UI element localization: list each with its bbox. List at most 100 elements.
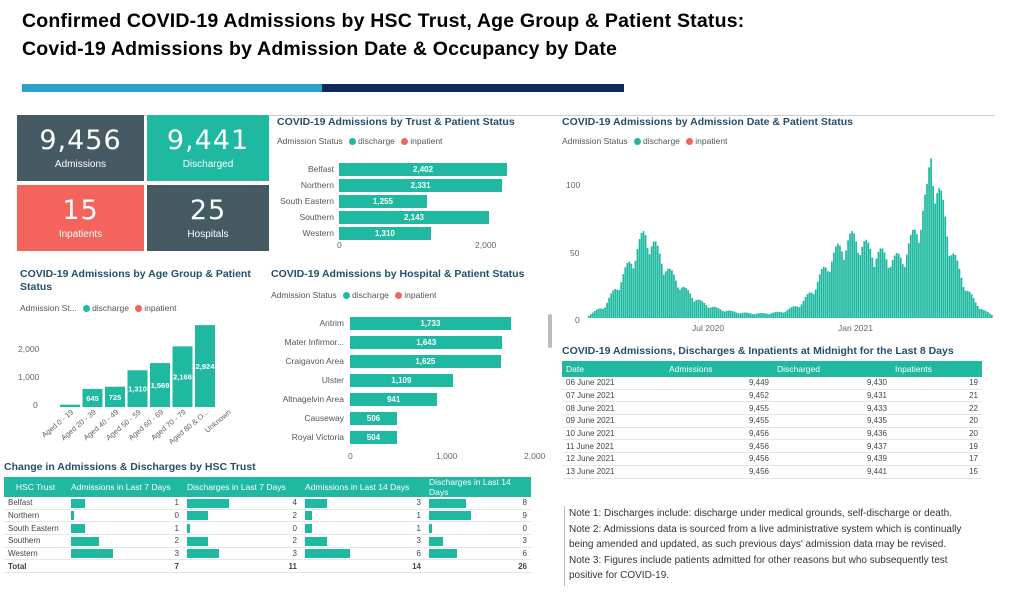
bar[interactable] <box>658 253 661 318</box>
bar[interactable] <box>976 305 979 318</box>
bar[interactable] <box>812 294 815 318</box>
bar[interactable] <box>687 290 689 318</box>
bar[interactable] <box>873 266 876 318</box>
bar[interactable] <box>697 299 700 318</box>
bar[interactable] <box>105 386 125 407</box>
bar[interactable] <box>810 292 813 318</box>
bar[interactable] <box>930 158 932 318</box>
bar[interactable] <box>764 313 766 318</box>
bar[interactable] <box>739 313 742 318</box>
bar[interactable]: 2,402 <box>339 163 508 176</box>
bar[interactable] <box>837 243 839 318</box>
bar[interactable] <box>731 311 734 318</box>
column-header[interactable]: Admissions in Last 7 Days <box>67 477 183 497</box>
kpi-admissions[interactable]: 9,456 Admissions <box>17 115 144 181</box>
bar[interactable] <box>968 291 971 318</box>
bar[interactable] <box>774 312 777 318</box>
bar[interactable] <box>960 277 963 318</box>
bar[interactable] <box>962 286 965 318</box>
kpi-hospitals[interactable]: 25 Hospitals <box>147 185 269 251</box>
bar[interactable] <box>752 314 754 318</box>
bar[interactable] <box>905 254 908 318</box>
bar[interactable] <box>970 294 973 318</box>
legend-item-discharge[interactable]: discharge <box>643 136 680 146</box>
bar[interactable] <box>790 307 793 318</box>
bar[interactable] <box>743 312 746 318</box>
bar[interactable] <box>673 274 675 318</box>
bar[interactable] <box>780 312 783 318</box>
bar[interactable] <box>622 274 625 318</box>
bar[interactable]: 506 <box>350 412 397 425</box>
bar[interactable] <box>877 251 880 318</box>
bar[interactable]: 1,643 <box>350 336 503 349</box>
bar[interactable] <box>638 239 641 318</box>
bar[interactable] <box>952 253 955 318</box>
table-row[interactable]: 06 June 2021 9,449 9,430 19 <box>562 377 982 390</box>
bar[interactable]: 2,331 <box>339 179 503 192</box>
bar[interactable] <box>909 234 912 318</box>
bar[interactable] <box>677 287 679 319</box>
table-row[interactable]: Southern 2 2 3 3 <box>4 534 531 548</box>
column-header[interactable]: Date <box>562 361 665 377</box>
bar[interactable] <box>903 266 906 318</box>
bar[interactable] <box>940 190 943 318</box>
bar[interactable] <box>632 268 635 318</box>
bar[interactable] <box>628 261 631 318</box>
column-header[interactable]: Inpatients <box>891 361 982 377</box>
bar[interactable] <box>636 248 639 318</box>
bar[interactable] <box>685 287 687 318</box>
bar[interactable] <box>735 312 738 318</box>
bar[interactable] <box>766 313 768 318</box>
bar[interactable] <box>897 253 900 318</box>
bar[interactable] <box>784 311 787 318</box>
bar[interactable] <box>849 233 851 318</box>
column-header[interactable]: Admissions in Last 14 Days <box>301 477 425 497</box>
bar[interactable] <box>822 266 825 318</box>
bar[interactable] <box>964 290 967 318</box>
legend-item-discharge[interactable]: discharge <box>92 303 129 313</box>
bar[interactable] <box>711 306 714 318</box>
bar[interactable] <box>948 256 951 318</box>
column-header[interactable]: Discharges in Last 7 Days <box>183 477 301 497</box>
bar[interactable] <box>713 306 716 318</box>
bar[interactable] <box>741 312 744 318</box>
legend-item-inpatient[interactable]: inpatient <box>410 136 443 146</box>
bar[interactable] <box>978 308 981 318</box>
bar[interactable] <box>869 248 872 318</box>
bar[interactable] <box>853 233 855 318</box>
bar[interactable] <box>705 305 708 318</box>
bar[interactable] <box>798 307 801 318</box>
bar[interactable]: 2,143 <box>339 211 489 224</box>
bar[interactable] <box>788 308 791 318</box>
bar[interactable] <box>778 311 781 318</box>
bar[interactable] <box>600 308 602 318</box>
bar[interactable] <box>847 240 849 318</box>
bar[interactable] <box>590 314 592 318</box>
bar[interactable] <box>733 311 736 318</box>
bar[interactable] <box>918 242 920 318</box>
bar[interactable] <box>699 300 702 318</box>
bar[interactable] <box>689 293 691 318</box>
bar[interactable] <box>802 300 805 318</box>
bar[interactable] <box>671 270 673 318</box>
bar[interactable] <box>634 260 637 318</box>
bar[interactable] <box>984 310 987 318</box>
bar[interactable] <box>624 267 627 318</box>
legend-item-inpatient[interactable]: inpatient <box>144 303 177 313</box>
bar[interactable] <box>662 274 665 318</box>
bar[interactable] <box>865 239 868 318</box>
bar[interactable] <box>723 311 726 318</box>
bar[interactable] <box>893 255 896 318</box>
bar[interactable] <box>770 313 772 318</box>
bar[interactable] <box>646 247 649 318</box>
bar[interactable] <box>610 293 612 318</box>
bar[interactable] <box>879 248 882 318</box>
bar[interactable] <box>750 313 752 318</box>
legend-item-inpatient[interactable]: inpatient <box>404 290 437 300</box>
table-row[interactable]: Western 3 3 6 6 <box>4 547 531 561</box>
bar[interactable] <box>928 167 930 318</box>
column-header[interactable]: Admissions <box>665 361 773 377</box>
bar[interactable] <box>588 315 590 318</box>
bar[interactable] <box>922 210 924 318</box>
